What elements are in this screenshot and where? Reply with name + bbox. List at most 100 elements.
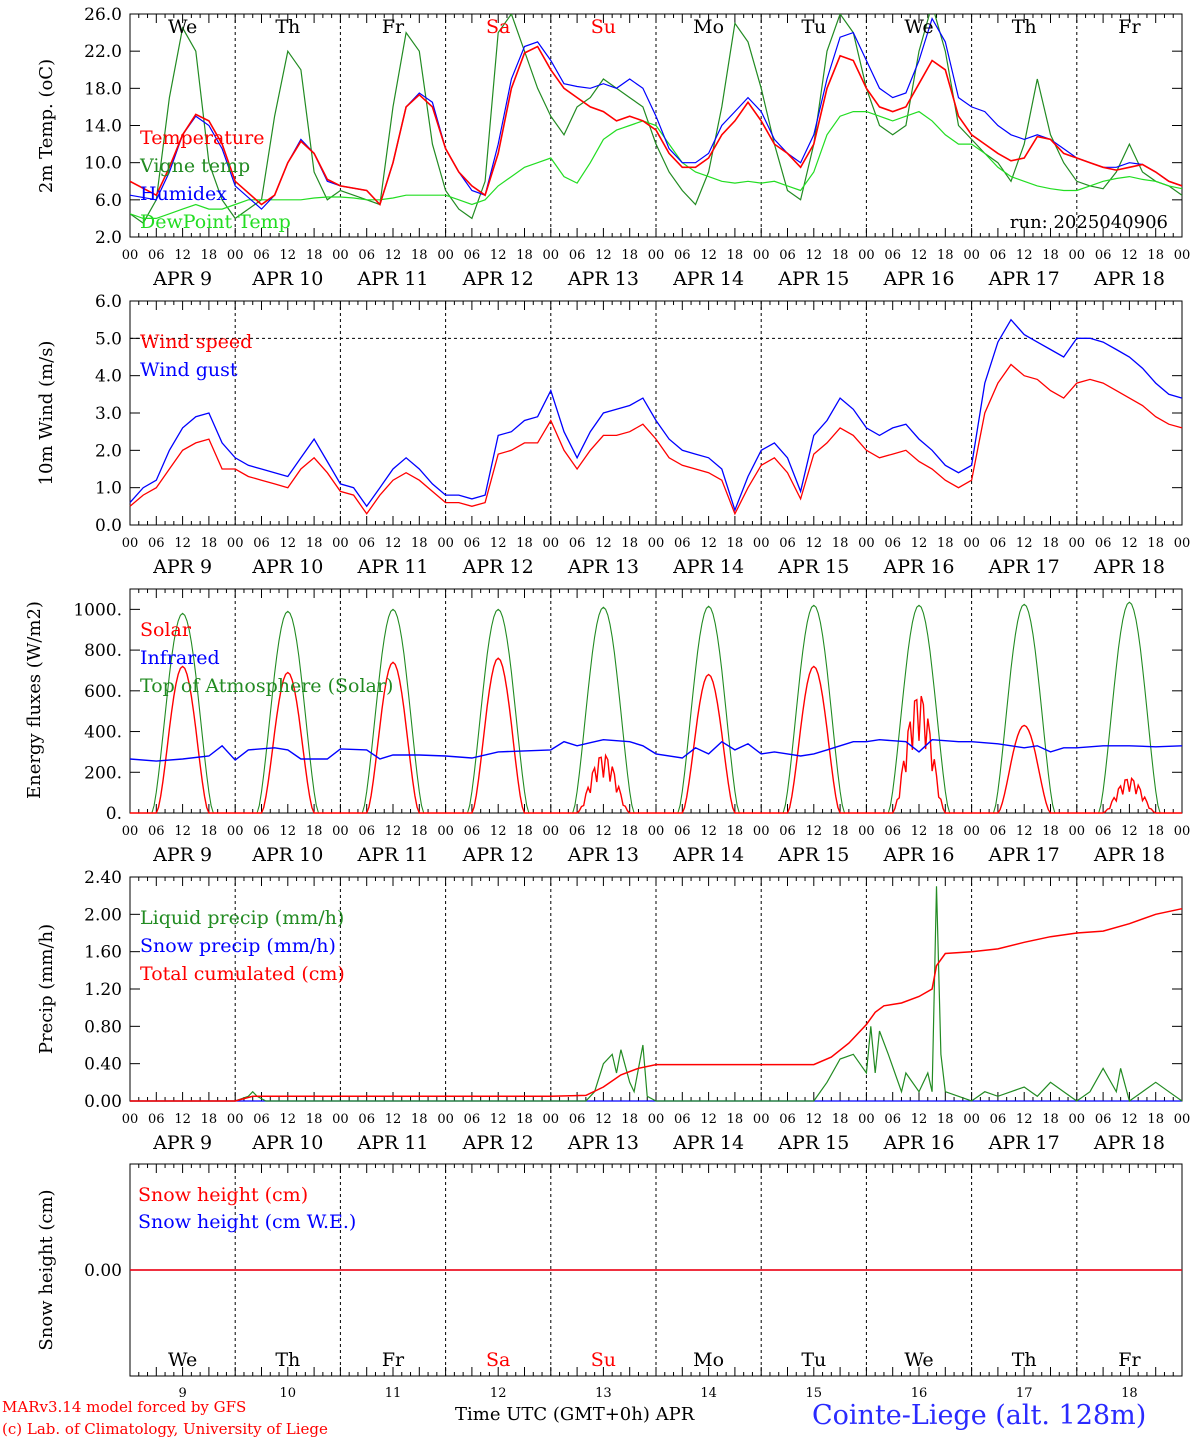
wind-panel-ytick-label: 5.0 bbox=[95, 329, 122, 349]
wind-panel-legend-0: Wind speed bbox=[140, 331, 252, 353]
energy-panel-hour-label: 06 bbox=[1095, 824, 1112, 839]
energy-panel-hour-label: 18 bbox=[621, 824, 638, 839]
snow-panel-ylabel: Snow height (cm) bbox=[36, 1189, 57, 1350]
energy-panel-hour-label: 18 bbox=[411, 824, 428, 839]
snow-panel-legend-0: Snow height (cm) bbox=[138, 1184, 308, 1206]
wind-panel-hour-label: 12 bbox=[280, 536, 297, 551]
snow-panel-day-number: 13 bbox=[595, 1386, 612, 1401]
energy-panel-legend-1: Infrared bbox=[140, 647, 220, 669]
precip-panel-hour-label: 12 bbox=[490, 1112, 507, 1127]
footer-lab-credit: (c) Lab. of Climatology, University of L… bbox=[2, 1420, 328, 1438]
temp-panel-day-name: Fr bbox=[1118, 16, 1141, 38]
energy-panel-hour-label: 12 bbox=[174, 824, 191, 839]
precip-panel-ylabel: Precip (mm/h) bbox=[36, 924, 57, 1054]
wind-panel-hour-label: 06 bbox=[148, 536, 165, 551]
temp-panel-date-label: APR 16 bbox=[882, 268, 954, 290]
temp-panel-date-label: APR 18 bbox=[1093, 268, 1165, 290]
wind-panel-date-label: APR 9 bbox=[152, 556, 212, 578]
snow-panel-day-name: Fr bbox=[1118, 1349, 1141, 1371]
energy-panel-hour-label: 00 bbox=[753, 824, 770, 839]
energy-panel-hour-label: 12 bbox=[385, 824, 402, 839]
wind-panel-hour-label: 06 bbox=[358, 536, 375, 551]
energy-panel-hour-label: 12 bbox=[280, 824, 297, 839]
energy-panel-hour-label: 18 bbox=[201, 824, 218, 839]
temp-panel-hour-label: 12 bbox=[385, 248, 402, 263]
temp-panel-hour-label: 18 bbox=[832, 248, 849, 263]
energy-panel-hour-label: 06 bbox=[674, 824, 691, 839]
temp-panel-date-label: APR 10 bbox=[251, 268, 323, 290]
temp-panel-hour-label: 06 bbox=[990, 248, 1007, 263]
temp-panel-hour-label: 18 bbox=[621, 248, 638, 263]
precip-panel-hour-label: 12 bbox=[911, 1112, 928, 1127]
snow-panel-day-number: 18 bbox=[1121, 1386, 1138, 1401]
temp-panel-day-name: Sa bbox=[486, 16, 510, 38]
temp-panel-legend-3: DewPoint Temp bbox=[140, 211, 291, 233]
precip-panel-hour-label: 18 bbox=[1042, 1112, 1059, 1127]
precip-panel-hour-label: 18 bbox=[306, 1112, 323, 1127]
wind-panel-hour-label: 18 bbox=[727, 536, 744, 551]
precip-panel-date-label: APR 13 bbox=[567, 1132, 639, 1154]
precip-panel-hour-label: 06 bbox=[674, 1112, 691, 1127]
energy-panel-hour-label: 18 bbox=[306, 824, 323, 839]
wind-panel-date-label: APR 14 bbox=[672, 556, 744, 578]
temp-panel-day-name: Tu bbox=[801, 16, 826, 38]
precip-panel-date-label: APR 18 bbox=[1093, 1132, 1165, 1154]
precip-panel-date-label: APR 12 bbox=[462, 1132, 534, 1154]
energy-panel-hour-label: 18 bbox=[832, 824, 849, 839]
precip-panel-hour-label: 12 bbox=[806, 1112, 823, 1127]
temp-panel-day-name: Fr bbox=[382, 16, 405, 38]
wind-panel-ytick-label: 4.0 bbox=[95, 367, 122, 387]
temp-panel-date-label: APR 17 bbox=[988, 268, 1060, 290]
snow-panel-day-name: We bbox=[168, 1349, 197, 1371]
precip-panel-ytick-label: 0.80 bbox=[84, 1017, 122, 1037]
energy-panel-hour-label: 12 bbox=[595, 824, 612, 839]
energy-panel-hour-label: 18 bbox=[1147, 824, 1164, 839]
precip-panel-hour-label: 06 bbox=[569, 1112, 586, 1127]
energy-panel-hour-label: 12 bbox=[490, 824, 507, 839]
temp-panel-hour-label: 18 bbox=[201, 248, 218, 263]
snow-panel-day-name: Fr bbox=[382, 1349, 405, 1371]
precip-panel-hour-label: 12 bbox=[280, 1112, 297, 1127]
snow-panel-legend-1: Snow height (cm W.E.) bbox=[138, 1211, 356, 1233]
wind-panel-hour-label: 12 bbox=[490, 536, 507, 551]
wind-panel-date-label: APR 16 bbox=[882, 556, 954, 578]
temp-panel-hour-label: 12 bbox=[911, 248, 928, 263]
energy-panel-date-label: APR 12 bbox=[462, 844, 534, 866]
precip-panel-hour-label: 00 bbox=[1174, 1112, 1191, 1127]
wind-panel-ytick-label: 2.0 bbox=[95, 441, 122, 461]
temp-panel-hour-label: 06 bbox=[569, 248, 586, 263]
precip-panel-date-label: APR 14 bbox=[672, 1132, 744, 1154]
precip-panel-date-label: APR 9 bbox=[152, 1132, 212, 1154]
wind-panel-hour-label: 00 bbox=[227, 536, 244, 551]
temp-panel-hour-label: 12 bbox=[490, 248, 507, 263]
temp-panel-hour-label: 06 bbox=[358, 248, 375, 263]
energy-panel-ytick-label: 400. bbox=[84, 723, 122, 743]
temp-panel-hour-label: 00 bbox=[1174, 248, 1191, 263]
temp-panel-hour-label: 06 bbox=[674, 248, 691, 263]
energy-panel-hour-label: 18 bbox=[937, 824, 954, 839]
wind-panel-hour-label: 00 bbox=[963, 536, 980, 551]
energy-panel-hour-label: 12 bbox=[1016, 824, 1033, 839]
energy-panel-legend-2: Top of Atmosphere (Solar) bbox=[140, 675, 393, 697]
snow-panel-day-number: 15 bbox=[806, 1386, 823, 1401]
wind-panel-hour-label: 12 bbox=[806, 536, 823, 551]
wind-panel-hour-label: 00 bbox=[437, 536, 454, 551]
precip-panel-hour-label: 06 bbox=[358, 1112, 375, 1127]
temp-panel-date-label: APR 11 bbox=[356, 268, 428, 290]
wind-panel-legend-1: Wind gust bbox=[140, 359, 238, 381]
energy-panel-date-label: APR 13 bbox=[567, 844, 639, 866]
temp-panel-date-label: APR 13 bbox=[567, 268, 639, 290]
precip-panel-hour-label: 18 bbox=[1147, 1112, 1164, 1127]
temp-panel-hour-label: 00 bbox=[122, 248, 139, 263]
precip-panel-date-label: APR 15 bbox=[777, 1132, 849, 1154]
precip-panel-ytick-label: 2.40 bbox=[84, 868, 122, 888]
precip-panel-date-label: APR 17 bbox=[988, 1132, 1060, 1154]
wind-panel-ytick-label: 3.0 bbox=[95, 404, 122, 424]
temp-panel-hour-label: 12 bbox=[280, 248, 297, 263]
temp-panel-legend-1: Vigne temp bbox=[139, 155, 250, 177]
precip-panel-hour-label: 00 bbox=[753, 1112, 770, 1127]
snow-panel-day-name: Th bbox=[275, 1349, 300, 1371]
precip-panel-hour-label: 06 bbox=[464, 1112, 481, 1127]
snow-panel-day-name: Sa bbox=[486, 1349, 510, 1371]
